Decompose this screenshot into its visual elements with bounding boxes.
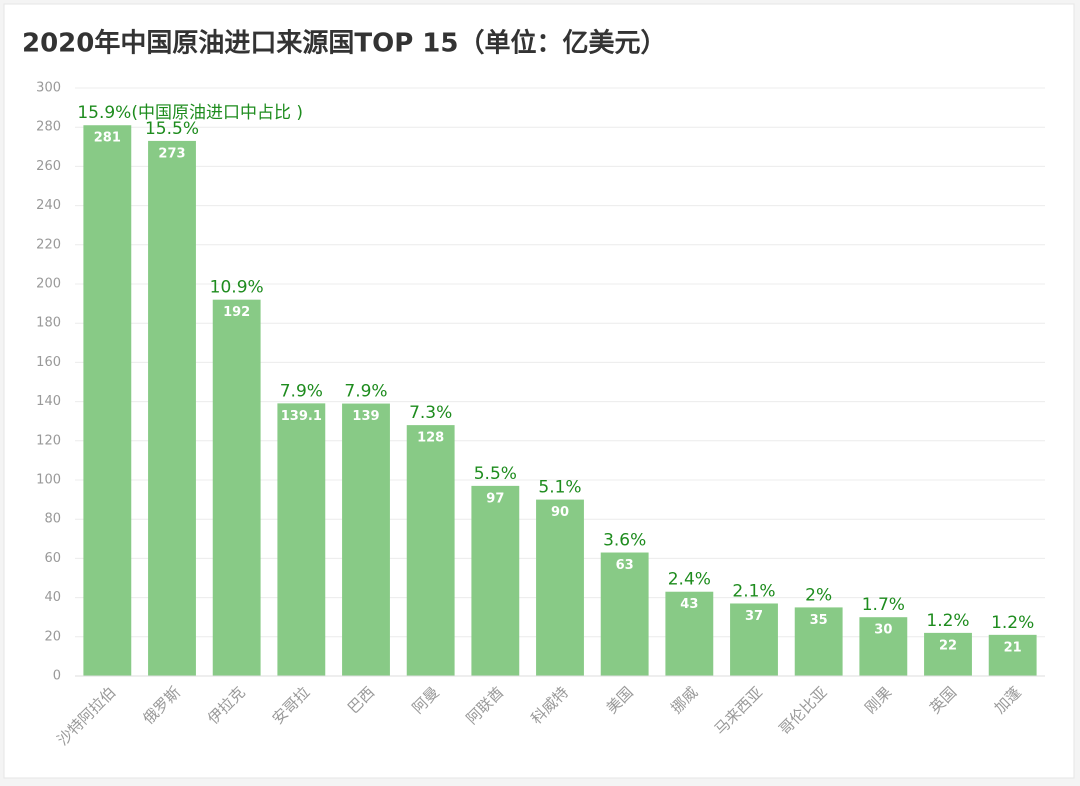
value-label: 35 <box>810 613 828 628</box>
bar <box>730 603 778 676</box>
annotation: 2.1% <box>732 581 775 601</box>
bar <box>406 425 455 676</box>
annotation: 7.9% <box>280 381 323 401</box>
value-label: 97 <box>486 491 504 506</box>
annotation: 1.2% <box>991 613 1034 633</box>
bar <box>277 403 326 676</box>
value-label: 43 <box>680 597 698 612</box>
y-tick-label: 140 <box>36 394 61 409</box>
y-tick-label: 200 <box>36 277 61 292</box>
value-label: 21 <box>1004 640 1022 655</box>
bar <box>665 591 714 676</box>
value-label: 128 <box>417 431 444 446</box>
bar <box>342 403 390 676</box>
y-tick-label: 60 <box>44 551 61 566</box>
bar <box>600 552 649 676</box>
annotation: 5.5% <box>474 464 517 484</box>
annotation: 15.5% <box>145 119 199 139</box>
annotation: 5.1% <box>538 478 581 498</box>
value-label: 63 <box>616 558 634 573</box>
bar <box>212 299 261 676</box>
y-tick-label: 180 <box>36 316 61 331</box>
annotation: 2.4% <box>668 570 711 590</box>
y-tick-label: 0 <box>53 669 61 684</box>
y-tick-label: 120 <box>36 433 61 448</box>
value-label: 139 <box>352 409 379 424</box>
y-tick-label: 220 <box>36 237 61 252</box>
value-label: 37 <box>745 609 763 624</box>
value-label: 273 <box>158 146 185 161</box>
value-label: 90 <box>551 505 569 520</box>
value-label: 192 <box>223 305 250 320</box>
value-label: 30 <box>874 623 892 638</box>
chart-title: 2020年中国原油进口来源国TOP 15（单位：亿美元） <box>22 28 667 59</box>
bar <box>148 140 196 677</box>
bar <box>794 607 843 676</box>
y-tick-label: 80 <box>44 512 61 527</box>
y-tick-label: 20 <box>44 629 61 644</box>
annotation: 1.2% <box>926 611 969 631</box>
bar <box>83 125 132 677</box>
value-label: 139.1 <box>281 409 322 424</box>
bar <box>536 499 584 676</box>
y-tick-label: 240 <box>36 198 61 213</box>
annotation: 2% <box>805 585 832 605</box>
bar <box>859 617 908 676</box>
annotation: 7.9% <box>344 382 387 402</box>
y-tick-label: 40 <box>44 590 61 605</box>
bar <box>471 485 520 676</box>
annotation: 7.3% <box>409 403 452 423</box>
value-label: 281 <box>94 131 121 146</box>
y-tick-label: 100 <box>36 473 61 488</box>
y-tick-label: 280 <box>36 120 61 135</box>
annotation: 10.9% <box>210 278 264 298</box>
bar <box>924 632 972 676</box>
annotation: 1.7% <box>862 595 905 615</box>
bar <box>988 634 1037 676</box>
annotation: 15.9%(中国原油进口中占比 ) <box>77 103 303 123</box>
value-label: 22 <box>939 638 957 653</box>
annotation: 3.6% <box>603 531 646 551</box>
y-tick-label: 300 <box>36 81 61 96</box>
y-tick-label: 160 <box>36 355 61 370</box>
y-tick-label: 260 <box>36 159 61 174</box>
